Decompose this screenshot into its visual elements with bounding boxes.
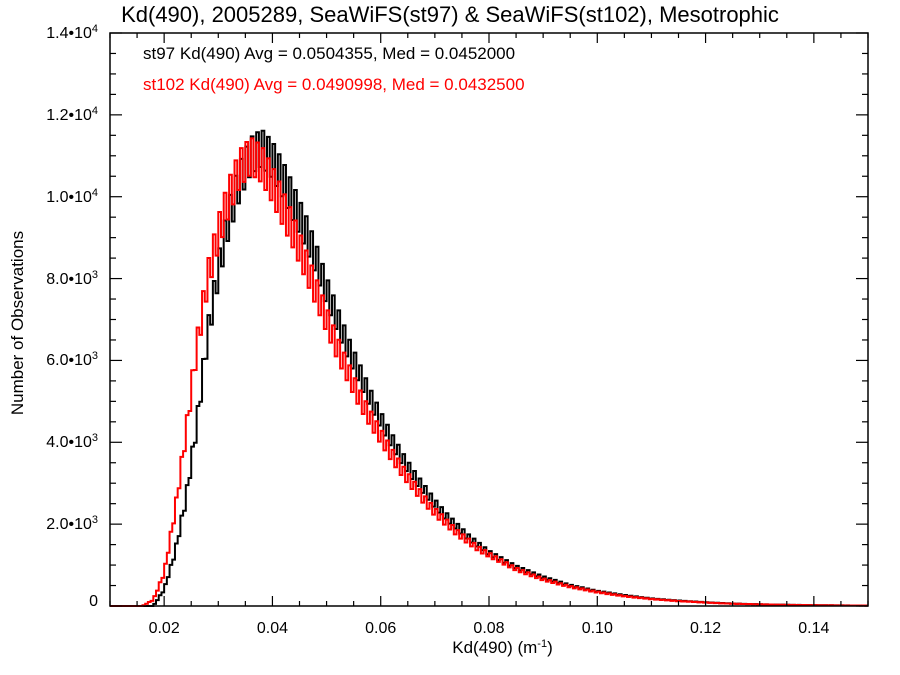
chart-title: Kd(490), 2005289, SeaWiFS(st97) & SeaWiF…: [121, 2, 779, 27]
y-tick-mantissa: 8.0•10: [46, 270, 92, 288]
x-tick-label: 0.14: [798, 620, 830, 637]
y-tick-mantissa: 4.0•10: [46, 434, 92, 452]
y-tick-label: 1.0•104: [0, 187, 98, 207]
x-axis-label-exponent: -1: [537, 638, 548, 650]
y-tick-mantissa: 1.4•10: [46, 25, 92, 42]
y-tick-label: 6.0•103: [0, 350, 98, 370]
y-tick-exponent: 3: [91, 350, 98, 363]
y-tick-mantissa: 0: [89, 593, 98, 610]
y-tick-mantissa: 2.0•10: [46, 516, 92, 534]
annotation-st97: st97 Kd(490) Avg = 0.0504355, Med = 0.04…: [143, 44, 516, 63]
x-tick-label: 0.08: [473, 620, 505, 637]
x-axis-label: Kd(490) (m-1): [0, 638, 900, 658]
annotation-st102: st102 Kd(490) Avg = 0.0490998, Med = 0.0…: [143, 75, 525, 94]
y-tick-label: 2.0•103: [0, 514, 98, 534]
y-tick-label: 1.2•104: [0, 105, 98, 125]
y-tick-exponent: 4: [91, 104, 98, 117]
y-tick-mantissa: 1.2•10: [46, 106, 92, 124]
y-tick-label: 8.0•103: [0, 269, 98, 289]
tick-marks: [109, 32, 869, 607]
x-axis-label-text: Kd(490) (m: [452, 638, 538, 657]
histogram-series-st102: [110, 137, 868, 607]
x-tick-label: 0.12: [689, 620, 722, 637]
x-tick-label: 0.10: [581, 620, 613, 637]
x-tick-label: 0.02: [148, 620, 180, 637]
y-tick-exponent: 3: [91, 432, 98, 445]
series-layer: [110, 129, 868, 607]
y-tick-label: 0: [0, 593, 98, 611]
x-axis-label-end: ): [547, 638, 553, 657]
y-tick-exponent: 4: [91, 186, 98, 199]
y-tick-mantissa: 1.0•10: [46, 188, 92, 206]
y-tick-exponent: 4: [91, 23, 98, 35]
x-tick-label: 0.04: [256, 620, 288, 637]
x-tick-label: 0.06: [365, 620, 397, 637]
plot-frame: [109, 32, 869, 607]
y-tick-label: 1.4•104: [0, 23, 98, 43]
y-tick-exponent: 3: [91, 514, 98, 527]
y-axis-label: Number of Observations: [8, 230, 27, 416]
y-tick-mantissa: 6.0•10: [46, 352, 92, 370]
y-tick-exponent: 3: [91, 268, 98, 281]
y-tick-label: 4.0•103: [0, 432, 98, 452]
